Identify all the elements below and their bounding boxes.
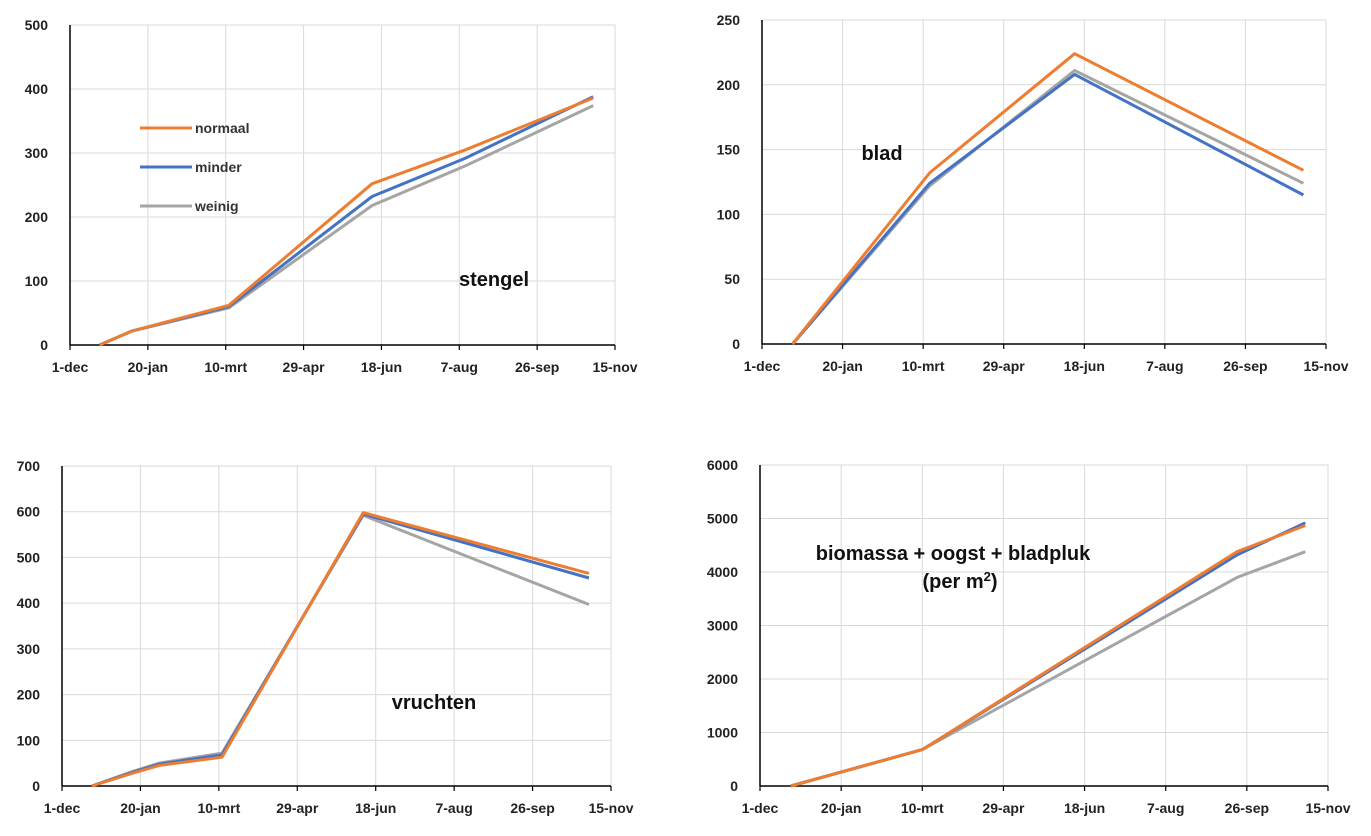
chart-label: vruchten [392,692,476,714]
y-tick-label: 200 [25,209,49,225]
x-tick-label: 7-aug [1147,800,1184,816]
x-tick-label: 1-dec [52,359,89,375]
x-tick-label: 15-nov [588,800,633,816]
series-line-minder [99,95,594,347]
y-tick-label: 3000 [707,618,738,634]
y-tick-label: 250 [717,12,741,28]
x-tick-label: 10-mrt [197,800,240,816]
legend-label-minder: minder [195,159,242,175]
x-tick-label: 26-sep [510,800,554,816]
y-tick-label: 500 [17,549,41,565]
x-tick-label: 7-aug [1146,358,1183,374]
y-tick-label: 150 [717,142,741,158]
x-tick-label: 10-mrt [902,358,945,374]
chart-label-line2: (per m2) [922,569,997,594]
y-tick-label: 0 [32,778,40,794]
x-tick-label: 20-jan [120,800,160,816]
y-tick-label: 5000 [707,511,738,527]
x-tick-label: 7-aug [435,800,472,816]
y-tick-label: 400 [17,595,41,611]
y-tick-label: 700 [17,458,41,474]
x-tick-label: 10-mrt [901,800,944,816]
y-tick-label: 400 [25,81,49,97]
series-line-minder [791,72,1305,345]
x-tick-label: 29-apr [276,800,319,816]
x-tick-label: 18-jun [1064,358,1105,374]
y-tick-label: 0 [730,778,738,794]
x-tick-label: 26-sep [1223,358,1267,374]
chart-biomassa: 1-dec 20-jan 10-mrt 29-apr 18-jun 7-aug 26-sep… [707,457,1351,816]
x-tick-label: 15-nov [1305,800,1350,816]
plot-frame [69,24,616,346]
x-tick-label: 20-jan [821,800,861,816]
x-tick-label: 18-jun [361,359,402,375]
series-line-weinig [99,104,594,347]
x-tick-label: 10-mrt [204,359,247,375]
y-tick-label: 1000 [707,725,738,741]
y-tick-label: 500 [25,17,49,33]
plot-frame [761,19,1327,345]
x-tick-label: 29-apr [982,800,1025,816]
legend-label-weinig: weinig [194,198,239,214]
y-tick-label: 300 [17,641,41,657]
chart-label-close: ) [991,571,998,593]
x-tick-label: 26-sep [515,359,559,375]
legend-label-normaal: normaal [195,120,249,136]
chart-label: stengel [459,269,529,291]
chart-vruchten: 1-dec 20-jan 10-mrt 29-apr 18-jun 7-aug 26-sep… [17,458,634,816]
y-tick-label: 200 [17,687,41,703]
x-tick-label: 18-jun [1064,800,1105,816]
y-tick-label: 6000 [707,457,738,473]
series-line-weinig [791,69,1305,345]
x-tick-label: 7-aug [441,359,478,375]
chart-label: biomassa + oogst + bladpluk [816,543,1091,565]
x-tick-label: 29-apr [283,359,326,375]
series-line-normaal [791,52,1305,345]
y-tick-label: 200 [717,77,741,93]
x-tick-label: 1-dec [742,800,779,816]
y-tick-label: 50 [724,271,740,287]
x-tick-label: 26-sep [1225,800,1269,816]
y-tick-label: 4000 [707,564,738,580]
plot-frame [61,465,612,787]
y-tick-label: 100 [717,206,741,222]
x-tick-label: 1-dec [744,358,781,374]
series-line-normaal [91,511,590,788]
y-tick-label: 0 [732,336,740,352]
chart-stengel: 1-dec 20-jan 10-mrt 29-apr 18-jun 7-aug 26-sep… [25,17,638,375]
chart-label: blad [861,143,902,165]
x-tick-label: 1-dec [44,800,81,816]
y-tick-label: 2000 [707,671,738,687]
y-tick-label: 300 [25,145,49,161]
x-tick-label: 18-jun [355,800,396,816]
y-tick-label: 100 [17,732,41,748]
series-line-normaal [99,96,594,347]
y-tick-label: 100 [25,273,49,289]
x-tick-label: 20-jan [822,358,862,374]
x-tick-label: 15-nov [1303,358,1348,374]
chart-blad: 1-dec 20-jan 10-mrt 29-apr 18-jun 7-aug 26-sep… [717,12,1349,374]
series-line-normaal [790,524,1306,788]
x-tick-label: 15-nov [592,359,637,375]
x-tick-label: 20-jan [128,359,168,375]
x-tick-label: 29-apr [983,358,1026,374]
legend: normaal minder weinig [140,120,249,214]
chart-label-superscript: 2 [984,569,991,584]
chart-label-unit: (per m [922,571,983,593]
y-tick-label: 0 [40,337,48,353]
y-tick-label: 600 [17,504,41,520]
